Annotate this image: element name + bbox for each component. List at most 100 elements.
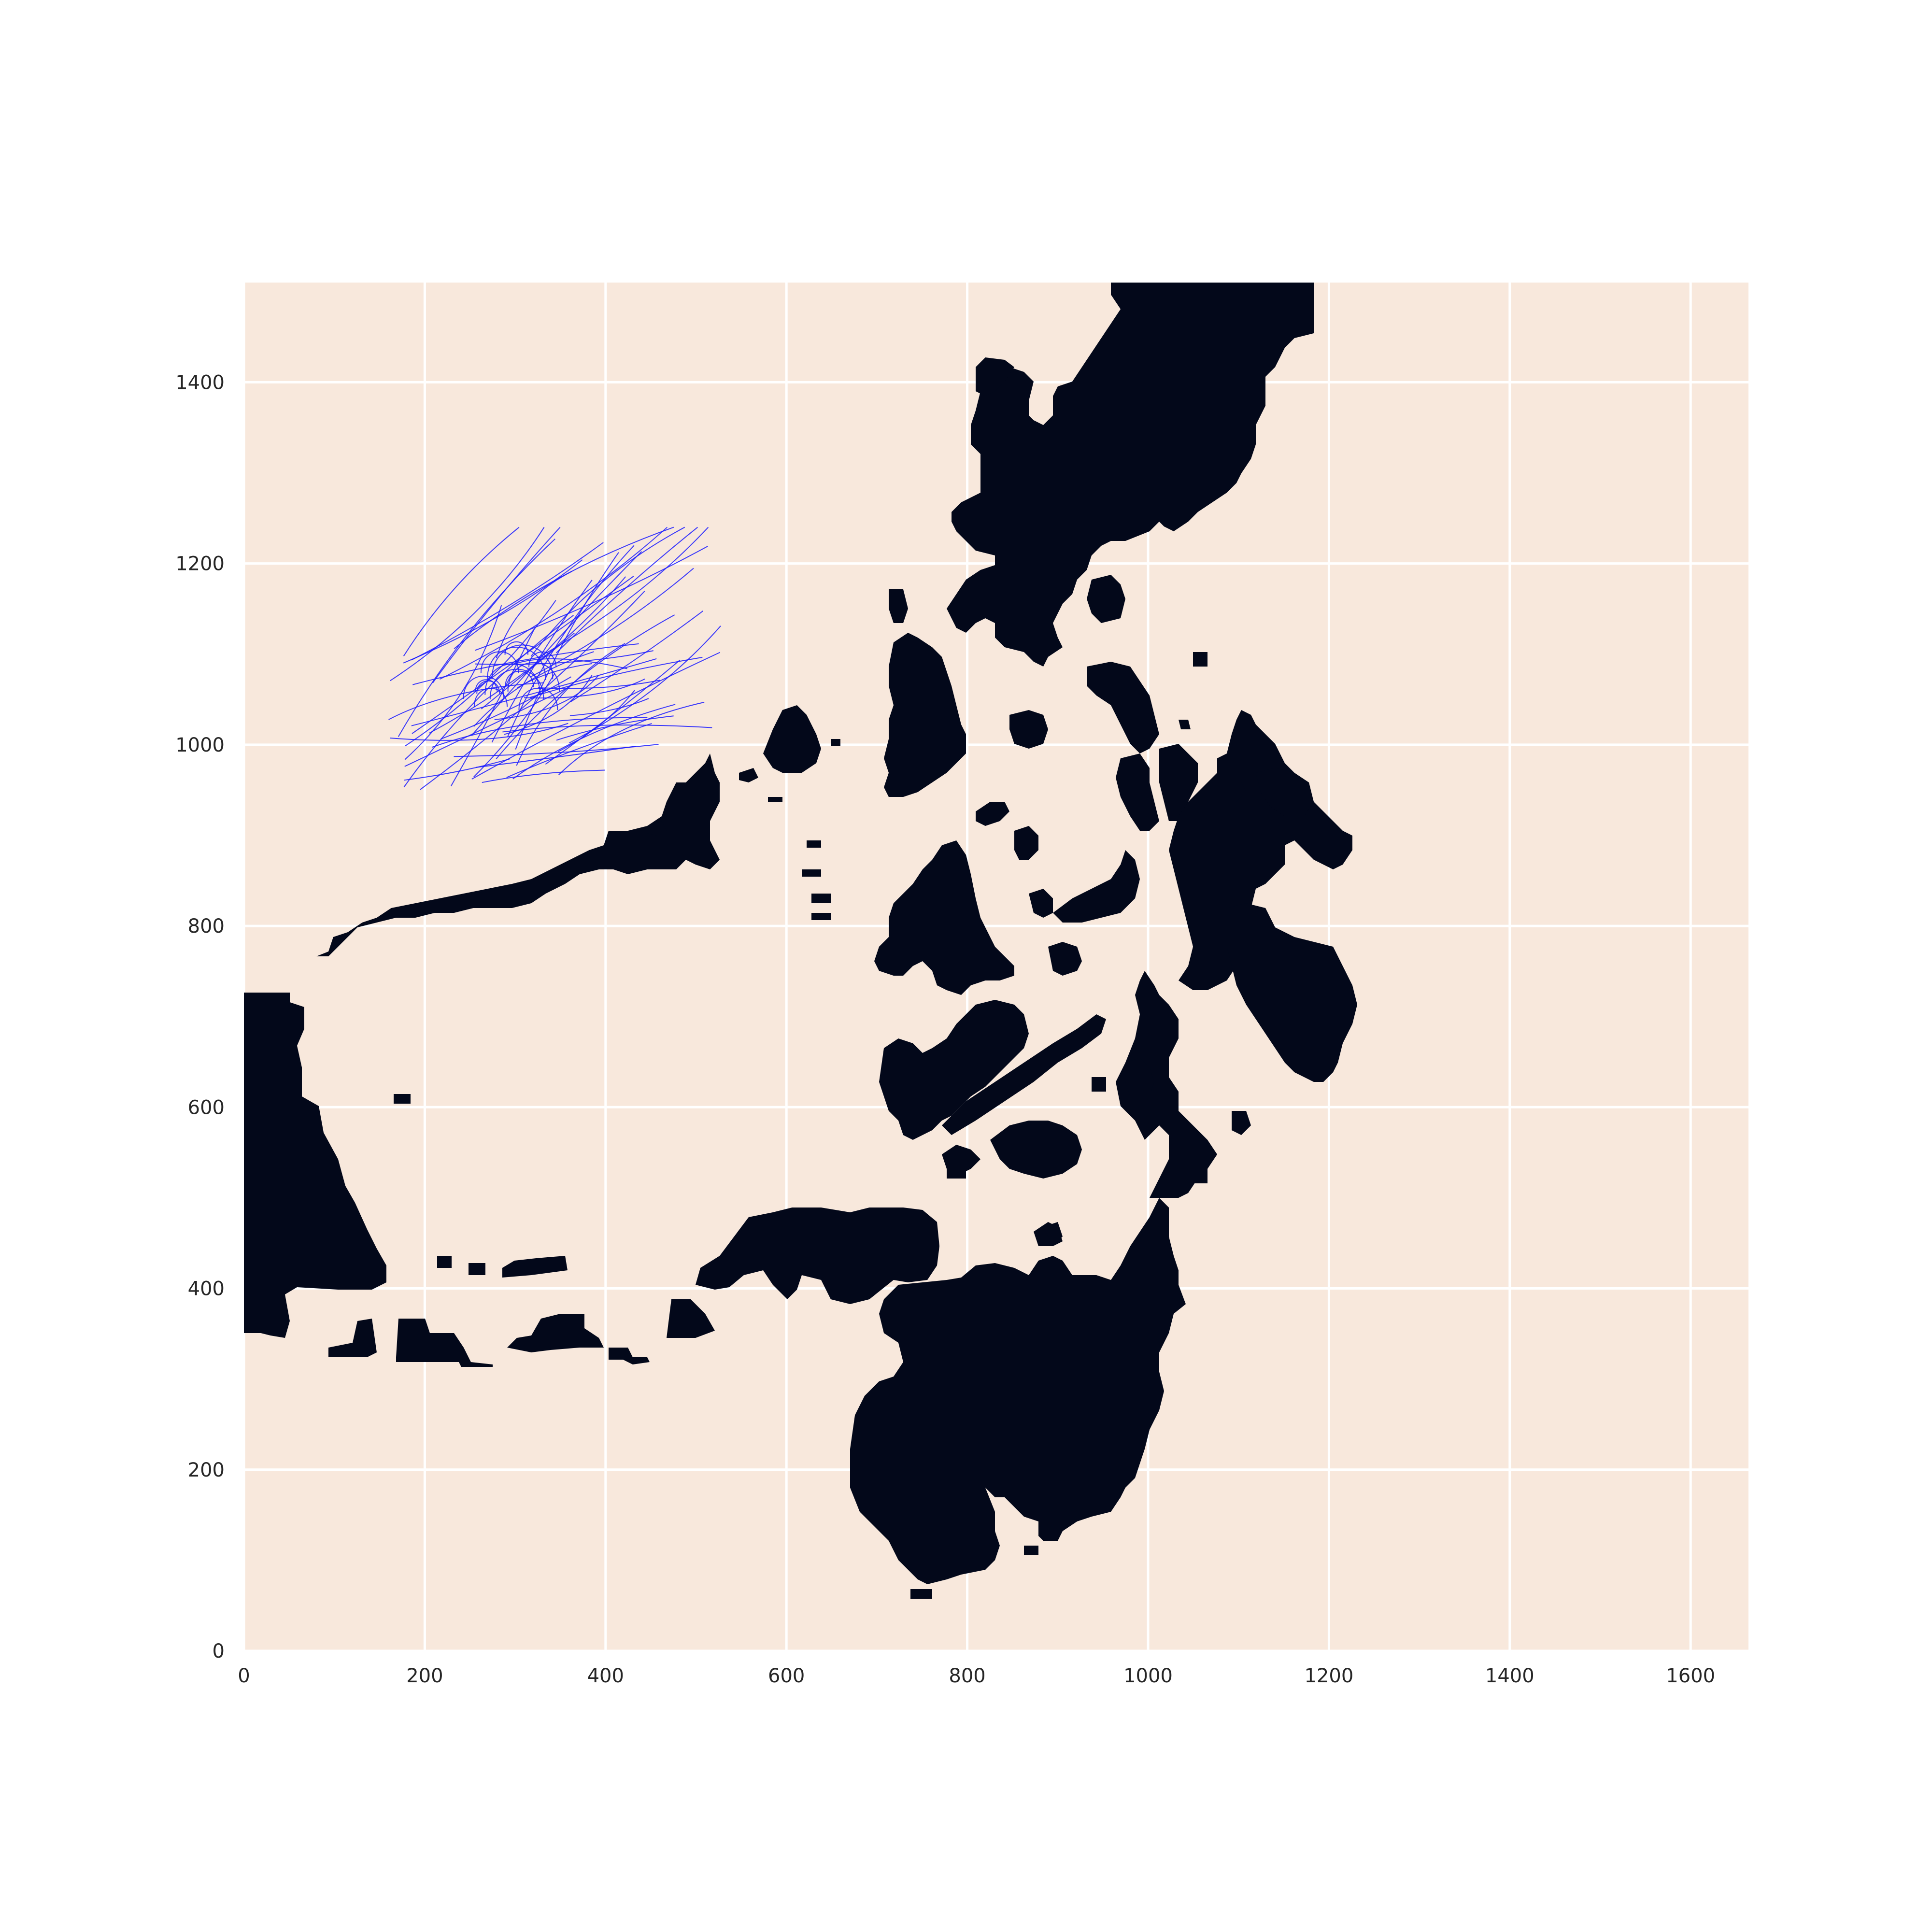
land-east-lower-islet-b bbox=[1188, 1169, 1208, 1183]
particle-track bbox=[475, 545, 708, 651]
land-central-island-a bbox=[1009, 710, 1048, 749]
particle-track bbox=[517, 663, 593, 688]
land-northwest-chain bbox=[316, 753, 720, 956]
particle-track bbox=[513, 658, 627, 669]
x-tick-label: 0 bbox=[238, 1665, 250, 1687]
particle-track bbox=[411, 542, 604, 661]
particle-track bbox=[482, 769, 605, 783]
particle-track bbox=[476, 681, 500, 694]
particle-track bbox=[432, 717, 648, 748]
y-tick-label: 1000 bbox=[175, 734, 225, 756]
x-axis-tick-labels: 0 200 400 600 800 1000 1200 1400 1600 bbox=[238, 1665, 1715, 1687]
particle-track bbox=[471, 652, 721, 780]
particle-track bbox=[530, 568, 694, 678]
land-west bbox=[244, 993, 386, 1338]
particle-track bbox=[537, 526, 709, 658]
y-tick-label: 400 bbox=[188, 1278, 225, 1300]
land-island-chain-south-2 bbox=[396, 1319, 493, 1367]
land-east-north-mid bbox=[1116, 753, 1159, 831]
land-small-west bbox=[394, 1094, 411, 1104]
particle-track bbox=[507, 662, 560, 692]
land-north-chain-islet-g bbox=[802, 869, 821, 877]
x-tick-label: 600 bbox=[768, 1665, 805, 1687]
particle-track bbox=[471, 551, 642, 736]
land-island-chain-south-4 bbox=[609, 1348, 650, 1364]
land-mid-west-4 bbox=[947, 1159, 966, 1179]
particle-track bbox=[515, 552, 619, 750]
land-mid-center-5 bbox=[1125, 1058, 1154, 1101]
land-north-chain-islet-f bbox=[807, 840, 821, 848]
y-tick-label: 1400 bbox=[175, 371, 225, 394]
land-east-central bbox=[1116, 971, 1217, 1198]
particle-track bbox=[450, 628, 535, 786]
x-tick-label: 1200 bbox=[1304, 1665, 1353, 1687]
particle-track bbox=[403, 526, 520, 657]
particle-track bbox=[570, 611, 704, 703]
land-west-of-north-main bbox=[884, 633, 966, 797]
particle-track bbox=[545, 659, 681, 765]
land-mid-west-1 bbox=[874, 840, 1014, 995]
land-island-chain-south-1 bbox=[328, 1319, 377, 1357]
land-north-chain-islet-b bbox=[739, 768, 758, 782]
particle-track bbox=[496, 614, 675, 759]
y-axis-tick-labels: 0 200 400 600 800 1000 1200 1400 bbox=[175, 371, 225, 1662]
land-east-bulb bbox=[1256, 768, 1314, 816]
land-strait-islet bbox=[1092, 1077, 1106, 1092]
land-mid-west-2 bbox=[879, 1000, 1029, 1140]
y-tick-label: 800 bbox=[188, 915, 225, 938]
land-small-south-a bbox=[437, 1256, 452, 1268]
land-mid-center-2 bbox=[1048, 942, 1082, 976]
land-east-north-strip bbox=[1087, 662, 1159, 753]
land-small-north-a bbox=[889, 589, 908, 623]
y-tick-label: 600 bbox=[188, 1096, 225, 1119]
land-north-main bbox=[947, 283, 1314, 667]
land-east-strip-n bbox=[1193, 652, 1208, 667]
x-tick-label: 800 bbox=[949, 1665, 985, 1687]
x-tick-label: 400 bbox=[587, 1665, 624, 1687]
particle-track bbox=[538, 680, 661, 689]
land-mid-center-6 bbox=[1043, 1222, 1063, 1246]
land-island-chain-south-3 bbox=[507, 1314, 604, 1352]
x-tick-label: 1400 bbox=[1485, 1665, 1534, 1687]
particle-track bbox=[556, 715, 674, 741]
particle-track bbox=[432, 526, 561, 683]
particle-track bbox=[390, 723, 568, 741]
land-small-south-b bbox=[469, 1263, 485, 1275]
particle-track bbox=[473, 688, 508, 707]
particle-track bbox=[496, 570, 573, 658]
particle-track bbox=[558, 701, 705, 775]
particle-track bbox=[489, 668, 544, 699]
land-north-chain-islet-h bbox=[811, 894, 831, 903]
x-tick-label: 1000 bbox=[1123, 1665, 1173, 1687]
particle-track bbox=[518, 688, 558, 710]
land-northeast-islet bbox=[1087, 575, 1125, 623]
land-east-small-ne bbox=[1227, 782, 1246, 802]
land-north-chain-islet-i bbox=[811, 913, 831, 920]
particle-track bbox=[484, 663, 541, 695]
particle-track bbox=[486, 646, 546, 681]
particle-track bbox=[412, 643, 639, 685]
land-north-chain-islet-c bbox=[763, 705, 821, 773]
particle-track bbox=[439, 526, 668, 680]
particle-track bbox=[480, 651, 519, 673]
land-island-chain-south-5 bbox=[667, 1299, 715, 1338]
land-east-large bbox=[1169, 710, 1352, 990]
land-central-island-c bbox=[1014, 826, 1038, 860]
land-mid-center-4 bbox=[1053, 850, 1140, 923]
particle-track bbox=[507, 545, 635, 737]
particle-track bbox=[420, 591, 645, 790]
particle-track bbox=[569, 698, 649, 716]
land-east-lower-islet bbox=[1232, 1111, 1251, 1135]
land-east-arm bbox=[1227, 903, 1357, 1082]
particle-track bbox=[440, 676, 571, 740]
particle-track bbox=[504, 675, 593, 735]
land-north-chain-islet-a bbox=[647, 821, 667, 836]
y-tick-label: 1200 bbox=[175, 553, 225, 575]
particle-track bbox=[491, 644, 554, 680]
particle-track bbox=[475, 679, 498, 692]
land-central-island-b bbox=[976, 802, 1009, 826]
land-north-chain-islet-e bbox=[768, 797, 782, 802]
particle-track bbox=[404, 689, 565, 767]
y-tick-label: 200 bbox=[188, 1459, 225, 1481]
